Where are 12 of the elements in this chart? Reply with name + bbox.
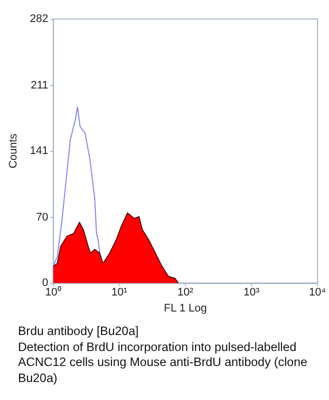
x-axis-title: FL 1 Log [164,302,207,314]
x-tick-label: 10⁴ [309,286,326,298]
y-tick-label: 282 [30,13,48,25]
y-tick-label: 70 [36,211,48,224]
x-tick-label: 10² [177,286,194,298]
text: Brdu antibody [Bu20a] [18,324,140,340]
y-tick-label: 141 [30,145,48,157]
y-tick-label: 211 [30,79,48,92]
x-tick-label: 10³ [244,286,260,298]
x-tick-label: 10¹ [111,286,128,298]
text: Detection of BrdU incorporation into pulsed-labelled ACNC12 cells using Mouse anti-BrdU antibody (clone Bu20a) [18,340,308,386]
y-axis-title: Counts [8,133,20,168]
